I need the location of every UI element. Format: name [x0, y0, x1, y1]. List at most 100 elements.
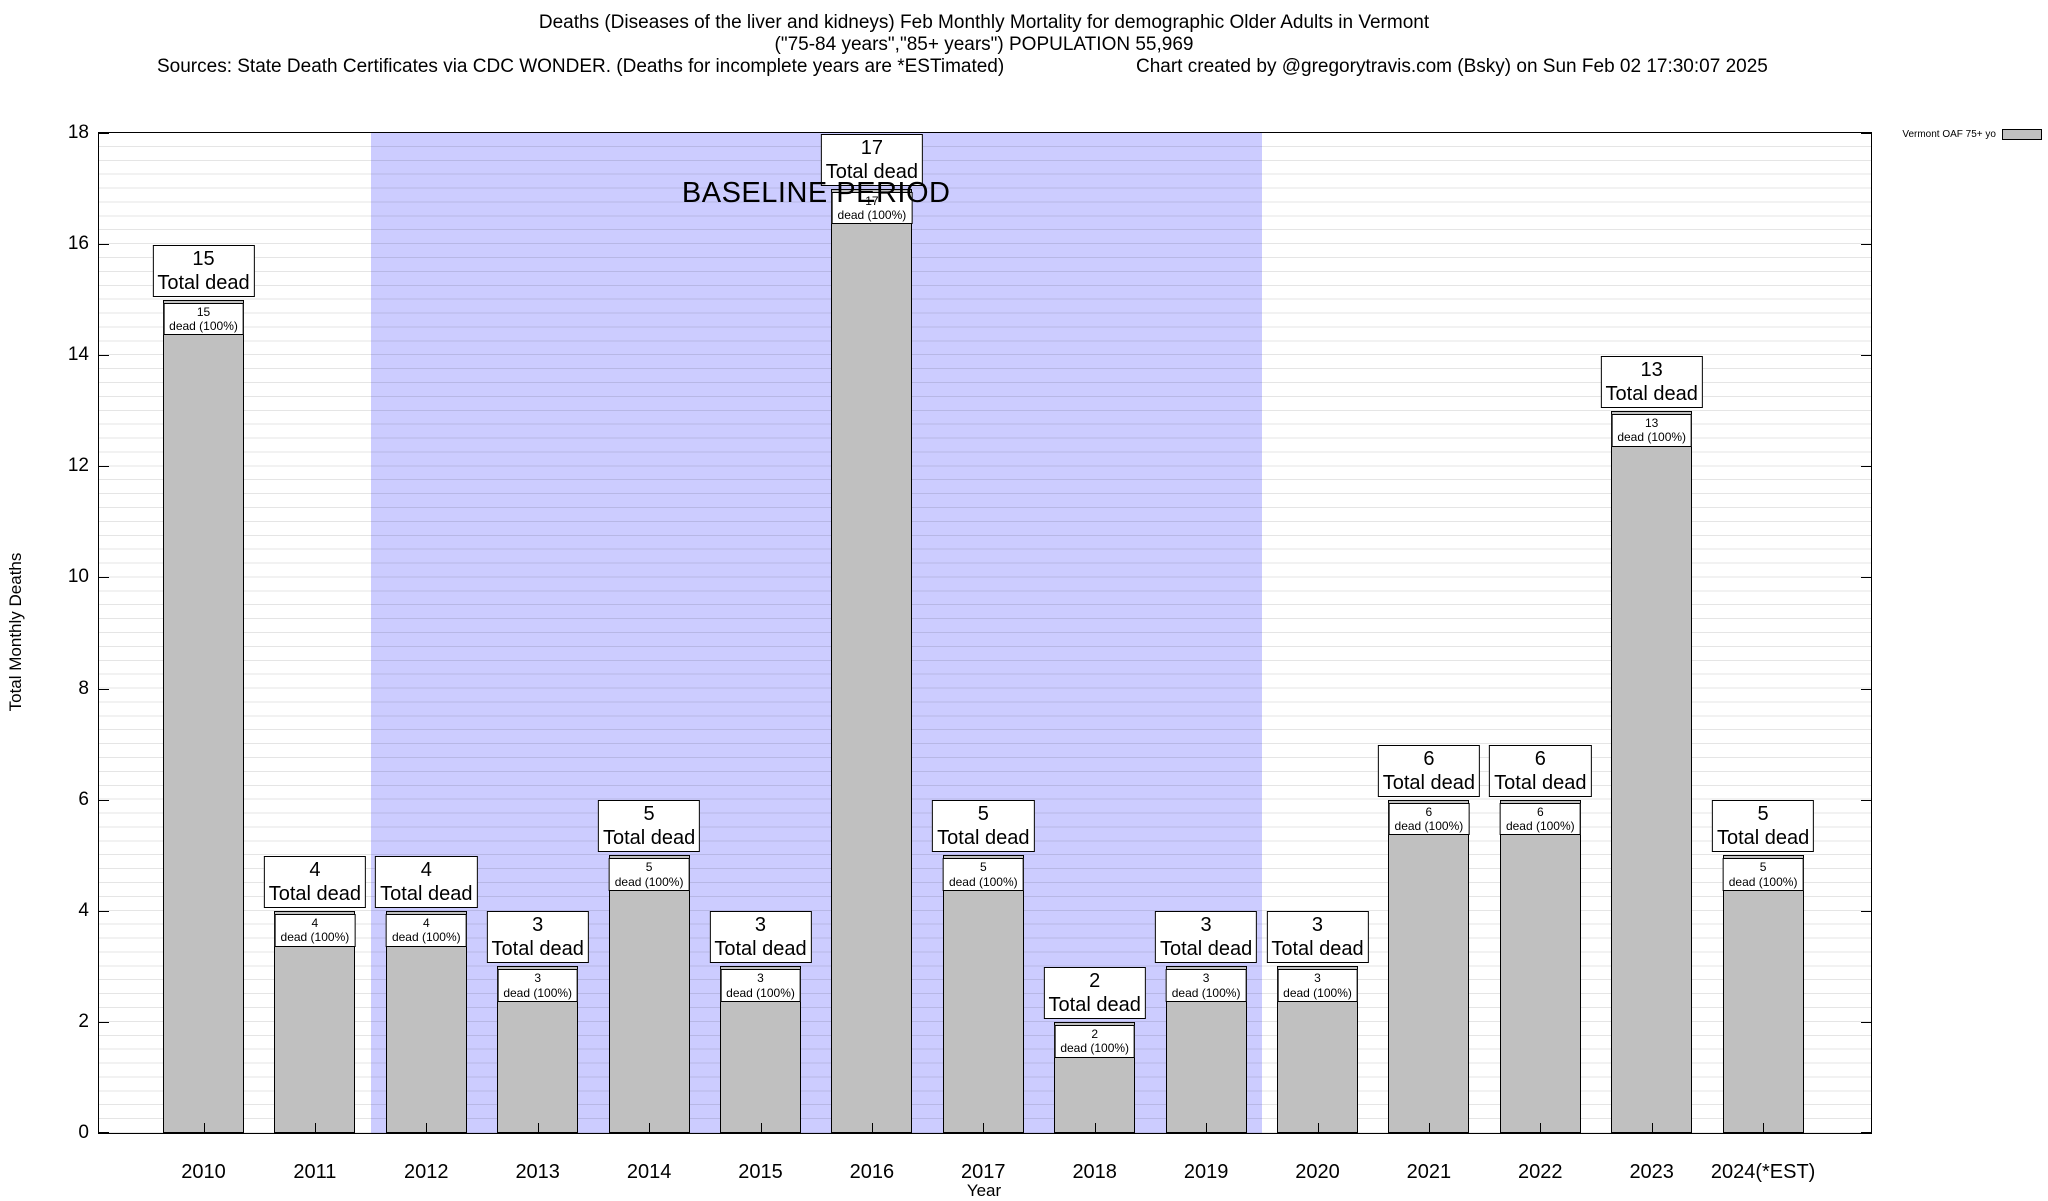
x-tick-label-2017: 2017: [961, 1161, 1006, 1183]
bar-2010: [163, 299, 244, 1133]
bar-total-label-2019: 3 Total dead: [1154, 911, 1258, 964]
x-tick-label-2021: 2021: [1406, 1161, 1452, 1183]
y-tick-mark-right: [1861, 910, 1871, 912]
x-tick-label-2024(*EST): 2024(*EST): [1710, 1161, 1816, 1183]
bar-2022: [1499, 799, 1581, 1133]
bar-dead-label-2023: 13 dead (100%): [1611, 413, 1693, 447]
bar-dead-value: 5: [1759, 860, 1767, 875]
bar-dead-text: dead (100%): [1060, 1041, 1130, 1056]
y-tick-mark-right: [1861, 1021, 1871, 1023]
bar-total-value: 17: [860, 136, 884, 159]
bar-dead-value: 5: [979, 860, 987, 875]
bar-dead-value: 6: [1536, 804, 1544, 819]
bar-total-value: 2: [1089, 969, 1101, 992]
x-tick-label-2022: 2022: [1518, 1161, 1563, 1183]
bar-dead-text: dead (100%): [1728, 874, 1798, 889]
bar-total-text: Total dead: [1048, 993, 1141, 1016]
bar-dead-value: 3: [1314, 971, 1321, 986]
bar-dead-label-2024(*EST): 5 dead (100%): [1722, 858, 1804, 891]
bar-2023: [1611, 410, 1693, 1133]
bar-dead-text: dead (100%): [1394, 819, 1464, 834]
bar-dead-text: dead (100%): [726, 985, 795, 1000]
bar-dead-text: dead (100%): [948, 874, 1018, 889]
x-tick-mark: [1317, 1123, 1319, 1133]
bar-dead-text: dead (100%): [614, 874, 684, 889]
bar-total-text: Total dead: [157, 271, 250, 294]
bar-total-text: Total dead: [825, 160, 919, 183]
y-tick-mark-left: [99, 1132, 109, 1133]
y-tick-label: 0: [78, 1122, 89, 1143]
y-tick-mark-right: [1861, 688, 1871, 690]
y-tick-mark-left: [99, 133, 109, 134]
bar-total-text: Total dead: [714, 938, 807, 961]
bar-2024(*EST): [1722, 855, 1804, 1133]
bar-total-label-2024(*EST): 5 Total dead: [1711, 800, 1815, 853]
bar-total-label-2023: 13 Total dead: [1600, 355, 1703, 408]
bar-dead-text: dead (100%): [1505, 819, 1575, 834]
bar-dead-label-2015: 3 dead (100%): [720, 969, 801, 1003]
x-tick-mark: [1094, 1123, 1096, 1133]
bar-total-text: Total dead: [1159, 938, 1253, 961]
x-tick-label-2023: 2023: [1629, 1161, 1674, 1183]
bar-dead-label-2017: 5 dead (100%): [942, 858, 1024, 891]
y-tick-label: 4: [78, 899, 89, 921]
x-tick-mark: [649, 1123, 651, 1133]
bar-total-text: Total dead: [491, 938, 584, 961]
bar-total-label-2018: 2 Total dead: [1043, 966, 1146, 1019]
bar-dead-text: dead (100%): [169, 319, 238, 334]
x-tick-label-2014: 2014: [626, 1161, 672, 1183]
bar-dead-label-2012: 4 dead (100%): [385, 913, 467, 947]
legend-label: Vermont OAF 75+ yo: [1902, 129, 1996, 140]
legend-swatch: [2002, 129, 2042, 140]
bar-dead-label-2010: 15 dead (100%): [163, 302, 244, 336]
x-tick-mark: [203, 1123, 205, 1133]
x-tick-mark: [1651, 1123, 1653, 1133]
bar-total-text: Total dead: [1605, 382, 1698, 405]
bar-dead-value: 17: [865, 193, 879, 208]
y-tick-mark-right: [1861, 244, 1871, 246]
baseline-period-band: [370, 133, 1262, 1133]
bar-total-label-2020: 3 Total dead: [1266, 911, 1369, 964]
y-tick-mark-left: [99, 799, 109, 801]
bar-2016: [831, 188, 913, 1133]
y-tick-label: 6: [78, 788, 89, 810]
y-tick-mark-left: [99, 577, 109, 579]
bar-dead-label-2014: 5 dead (100%): [608, 858, 690, 891]
x-tick-label-2019: 2019: [1183, 1161, 1229, 1183]
bar-dead-text: dead (100%): [1283, 985, 1352, 1000]
bar-total-text: Total dead: [1382, 771, 1476, 794]
chart-title-line1: Deaths (Diseases of the liver and kidney…: [538, 12, 1430, 33]
y-tick-mark-right: [1861, 577, 1871, 579]
bar-total-text: Total dead: [1494, 771, 1587, 794]
bar-total-label-2010: 15 Total dead: [152, 244, 255, 297]
bar-total-label-2017: 5 Total dead: [932, 800, 1035, 853]
x-tick-label-2011: 2011: [293, 1161, 337, 1183]
y-tick-label: 12: [67, 455, 89, 477]
x-tick-mark: [871, 1123, 873, 1133]
bar-dead-label-2011: 4 dead (100%): [274, 913, 356, 947]
bar-dead-label-2021: 6 dead (100%): [1388, 802, 1470, 836]
y-tick-mark-left: [99, 1021, 109, 1023]
bar-total-label-2021: 6 Total dead: [1377, 744, 1481, 797]
bar-total-value: 6: [1423, 747, 1435, 770]
bar-2011: [274, 910, 356, 1133]
bar-total-value: 3: [1311, 914, 1324, 937]
bar-dead-text: dead (100%): [837, 207, 907, 222]
bar-dead-text: dead (100%): [1171, 985, 1241, 1000]
x-axis-title: Year: [966, 1181, 1002, 1200]
x-tick-label-2015: 2015: [738, 1161, 783, 1183]
bar-total-value: 5: [1757, 803, 1769, 826]
bar-total-text: Total dead: [937, 827, 1030, 850]
bar-dead-label-2019: 3 dead (100%): [1165, 969, 1247, 1003]
bar-dead-value: 3: [534, 971, 542, 986]
y-tick-label: 18: [67, 122, 89, 143]
y-tick-label: 16: [67, 233, 89, 255]
bar-dead-label-2022: 6 dead (100%): [1499, 802, 1581, 836]
bar-total-text: Total dead: [268, 882, 362, 905]
bar-total-value: 15: [192, 247, 215, 270]
y-tick-label: 8: [78, 677, 89, 699]
x-tick-mark: [1763, 1123, 1765, 1133]
y-tick-mark-right: [1861, 355, 1871, 357]
bar-2014: [608, 855, 690, 1133]
